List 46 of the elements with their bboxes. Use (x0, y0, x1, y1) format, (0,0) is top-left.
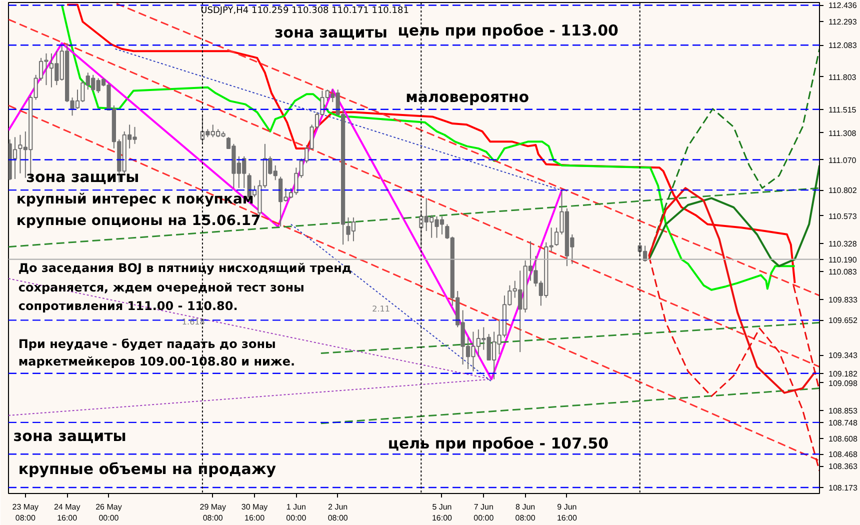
ref-line-label: 111.515 (828, 105, 857, 114)
ref-line-label: 108.748 (828, 418, 858, 428)
annotation: зона защиты (274, 23, 388, 42)
y-tick-label: 110.573 (828, 212, 858, 221)
x-tick-label: 7 Jun 00:00 (474, 502, 494, 522)
annotation: крупные объемы на продажу (18, 460, 276, 478)
y-tick-label: 109.098 (828, 378, 858, 388)
annotation: При неудаче - будет падать до зоны (18, 337, 276, 352)
x-tick-label: 29 May 08:00 (200, 502, 226, 522)
y-tick-label: 110.328 (828, 240, 858, 249)
y-tick-label: 109.343 (828, 351, 858, 360)
ref-line-label: 108.173 (828, 484, 858, 493)
ref-line-label: 110.190 (828, 255, 858, 264)
x-tick-label: 26 May 00:00 (96, 502, 122, 522)
annotation: 2.11 (372, 304, 390, 314)
y-tick-label: 108.608 (828, 434, 858, 444)
ref-line-label: 109.652 (828, 316, 858, 326)
annotation: цель при пробое - 107.50 (388, 434, 609, 453)
y-tick-label: 108.363 (828, 462, 858, 472)
y-tick-label: 110.083 (828, 267, 858, 276)
x-tick-label: 24 May 16:00 (54, 502, 80, 522)
annotation: маловероятно (406, 88, 530, 106)
ref-line-label: 108.468 (828, 450, 858, 460)
ref-line-label: 112.083 (828, 41, 858, 50)
y-tick-label: 109.833 (828, 296, 858, 305)
ref-line-label: 109.182 (828, 369, 858, 378)
chart-title: USDJPY,H4 110.259 110.308 110.171 110.181 (200, 6, 409, 16)
x-tick-label: 9 Jun 16:00 (556, 502, 578, 522)
x-tick-label: 8 Jun 08:00 (515, 502, 536, 522)
ref-line-label: 111.070 (828, 156, 857, 165)
ref-line-label: 110.802 (828, 186, 858, 196)
x-tick-label: 23 May 08:00 (12, 502, 39, 522)
ref-line-label: 112.436 (828, 1, 858, 10)
annotation: крупные опционы на 15.06.17 (16, 212, 261, 229)
y-tick-label: 111.803 (828, 72, 857, 82)
annotation: До заседания BOJ в пятницу нисходящий тренд (18, 260, 352, 275)
x-tick-label: 2 Jun 08:00 (328, 502, 348, 522)
x-tick-label: 5 Jun 16:00 (432, 502, 453, 522)
y-tick-label: 112.293 (828, 17, 858, 26)
annotation: маркетмейкеров 109.00-108.80 и ниже. (18, 354, 296, 369)
x-tick-label: 1 Jun 00:00 (286, 502, 307, 522)
x-tick-label: 30 May 16:00 (241, 502, 268, 522)
annotation: цель при пробое - 113.00 (398, 21, 618, 40)
annotation: зона защиты (13, 426, 126, 445)
y-tick-label: 111.308 (828, 128, 857, 138)
y-tick-label: 108.853 (828, 406, 858, 416)
